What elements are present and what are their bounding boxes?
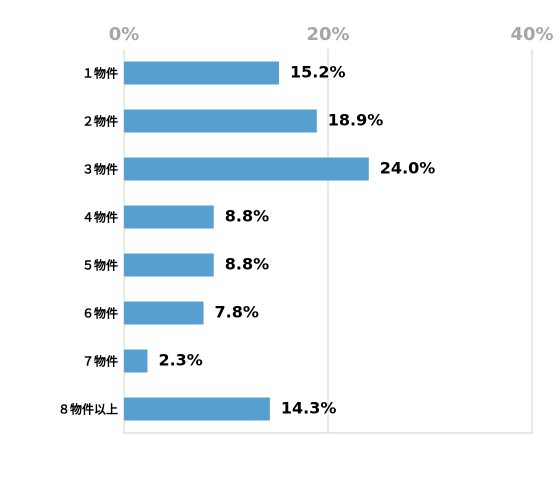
y-tick-label: １物件 <box>82 66 118 81</box>
y-tick-label: ６物件 <box>82 306 118 321</box>
bar <box>124 61 280 85</box>
x-tick-label: 0% <box>109 24 140 45</box>
y-tick-label: ７物件 <box>82 354 118 369</box>
value-label: 14.3% <box>281 399 337 418</box>
bar <box>124 301 204 325</box>
y-tick-label: ８物件以上 <box>58 402 118 417</box>
x-tick-label: 20% <box>306 24 349 45</box>
value-label: 8.8% <box>225 207 269 226</box>
y-tick-label: ５物件 <box>82 258 118 273</box>
y-tick-label: ４物件 <box>82 210 118 225</box>
x-tick-label: 40% <box>510 24 553 45</box>
value-label: 24.0% <box>380 159 436 178</box>
bar <box>124 109 317 133</box>
value-label: 2.3% <box>158 351 202 370</box>
bar <box>124 397 270 421</box>
value-label: 8.8% <box>225 255 269 274</box>
value-label: 7.8% <box>215 303 259 322</box>
bar <box>124 253 214 277</box>
value-label: 18.9% <box>328 111 384 130</box>
y-tick-label: ２物件 <box>82 114 118 129</box>
bar <box>124 157 369 181</box>
bar <box>124 349 148 373</box>
bar <box>124 205 214 229</box>
value-label: 15.2% <box>290 63 346 82</box>
y-tick-label: ３物件 <box>82 162 118 177</box>
